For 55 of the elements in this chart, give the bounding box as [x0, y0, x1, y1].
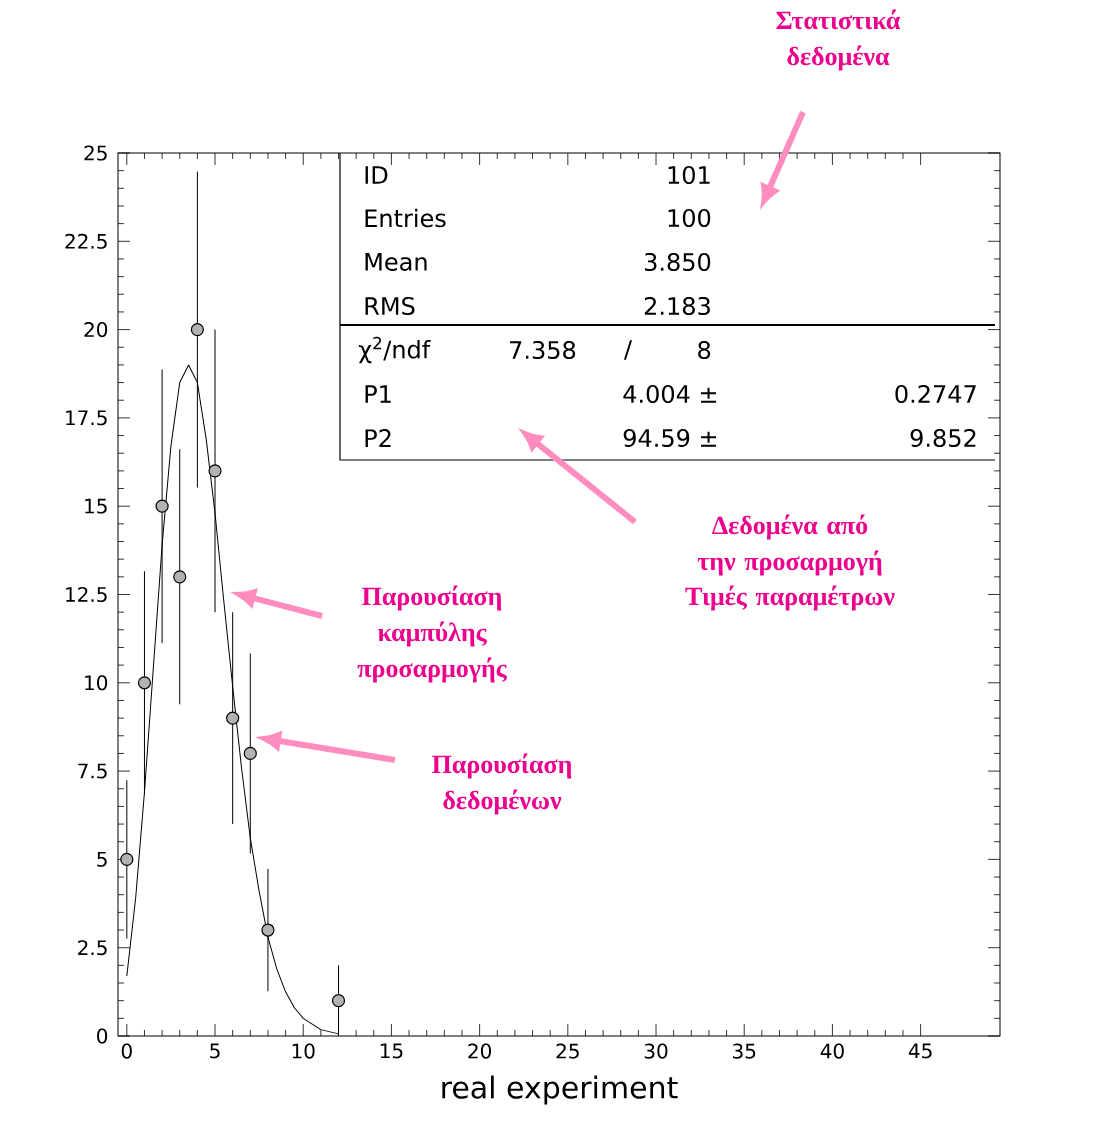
point — [331, 994, 346, 1008]
x-tick-label: 20 — [468, 1043, 492, 1059]
y-tick-label: 15 — [85, 498, 107, 514]
annotation: P2 — [365, 429, 391, 447]
annotation: 3.850 — [644, 252, 711, 272]
annotation: Δεδομένα από την προσαρμογή — [697, 514, 882, 576]
x-tick-label: 35 — [733, 1043, 756, 1059]
x-tick-label: 25 — [556, 1043, 579, 1059]
annotation: Παρουσίαση καμπύλης προσαρμογής — [357, 585, 507, 683]
x-tick-label: 40 — [820, 1043, 844, 1059]
x-tick-label: 45 — [908, 1043, 932, 1059]
annotation: 0.2747 — [895, 384, 976, 404]
annotation: Παρουσίαση δεδομένων — [432, 753, 572, 815]
y-tick-label: 20 — [84, 322, 108, 338]
y-tick-label: 10 — [85, 675, 108, 691]
x-tick-label: 10 — [292, 1043, 315, 1059]
y-tick-label: 17.5 — [66, 410, 107, 426]
point — [120, 852, 134, 866]
annotation: ID — [365, 166, 388, 184]
annotation: Entries — [365, 208, 446, 228]
y-tick-label: 0 — [97, 1028, 108, 1044]
point — [261, 923, 275, 937]
annotation: RMS — [365, 296, 415, 316]
y-tick-label: 22.5 — [65, 233, 107, 249]
text: Στατιστικά δεδομένα — [776, 9, 901, 71]
annotation: 100 — [668, 208, 711, 228]
x-tick-label: 5 — [210, 1043, 220, 1059]
annotation: 9.852 — [910, 428, 976, 448]
annotation: 101 — [668, 165, 710, 185]
x-tick-label: 0 — [121, 1043, 132, 1059]
point — [137, 676, 152, 690]
x-axis-title: real experiment — [442, 1075, 678, 1105]
point — [173, 570, 187, 584]
annotation: 8 — [698, 340, 711, 360]
point — [226, 711, 240, 725]
annotation: 7.358 — [510, 340, 576, 360]
annotation: Τιμές παραμέτρων — [685, 585, 895, 611]
annotation: P1 — [365, 385, 391, 403]
y-tick-label: 5 — [97, 851, 107, 867]
y-tick-label: 25 — [84, 145, 107, 161]
annotation: 94.59 ± — [623, 428, 717, 448]
point — [190, 322, 204, 337]
point — [155, 499, 169, 513]
annotation: 2.183 — [644, 296, 710, 316]
x-tick-label: 15 — [380, 1043, 403, 1059]
annotation: Mean — [365, 253, 427, 271]
point — [208, 464, 222, 478]
y-tick-label: 12.5 — [66, 586, 107, 603]
y-tick-label: 7.5 — [78, 763, 107, 779]
x-tick-label: 30 — [644, 1043, 668, 1059]
annotation: / — [623, 340, 633, 360]
y-tick-label: 2.5 — [78, 940, 107, 956]
annotation: χ$^{2}$/ndf — [358, 336, 431, 364]
annotation: 4.004 ± — [623, 384, 717, 404]
point — [243, 746, 257, 761]
